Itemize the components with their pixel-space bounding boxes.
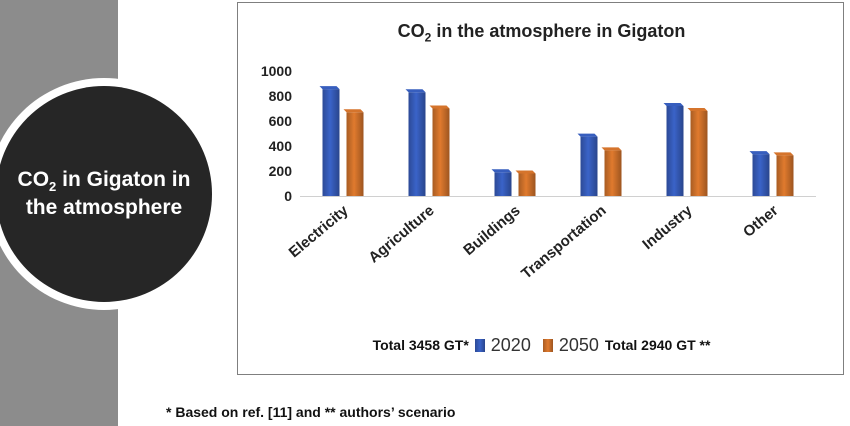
chart-title-sub: 2 — [424, 30, 432, 45]
chart-title-main: CO — [397, 21, 425, 41]
badge-sub: 2 — [49, 179, 57, 195]
bar-2050-industry — [690, 111, 708, 196]
bar-top-2020-agriculture — [405, 89, 426, 93]
y-tick-label: 600 — [269, 113, 293, 129]
bar-top-2050-industry — [687, 108, 708, 111]
legend-swatch-2050 — [542, 338, 553, 352]
x-tick-label: Other — [740, 202, 782, 241]
x-tick-label: Buildings — [460, 202, 523, 259]
badge-rest: in Gigaton in the atmosphere — [25, 168, 191, 219]
title-badge: CO2 in Gigaton in the atmosphere — [0, 86, 212, 302]
bar-top-2020-electricity — [319, 86, 340, 90]
bar-2050-agriculture — [432, 108, 450, 196]
bar-top-2050-electricity — [343, 109, 364, 113]
bar-top-2050-agriculture — [429, 105, 450, 109]
x-tick-label: Agriculture — [365, 202, 437, 266]
legend-label-2020: 2020 — [490, 334, 531, 355]
bar-2050-buildings — [518, 173, 536, 196]
chart-frame: CO2 in the atmosphere in Gigaton 0 200 400… — [237, 2, 844, 375]
bar-top-2020-industry — [663, 103, 684, 106]
legend-item-2020: 2020 — [474, 334, 531, 356]
y-tick-label: 1000 — [261, 63, 292, 79]
bar-2050-transportation — [604, 150, 622, 196]
footnote: * Based on ref. [11] and ** authors’ sce… — [166, 404, 456, 420]
badge-main: CO — [17, 168, 50, 191]
y-tick-label: 200 — [269, 163, 293, 179]
chart-title: CO2 in the atmosphere in Gigaton — [238, 21, 845, 45]
bar-top-2050-transportation — [601, 147, 622, 151]
legend-label-2050: 2050 — [558, 334, 599, 355]
bar-chart: 0 200 400 600 800 1000 Electricity Agriculture B… — [261, 63, 816, 283]
bar-2050-electricity — [346, 112, 364, 196]
chart-title-rest: in the atmosphere in Gigaton — [431, 21, 686, 41]
bar-top-2020-other — [749, 151, 770, 155]
bar-2020-agriculture — [408, 92, 426, 196]
legend-right-note: Total 2940 GT ** — [604, 337, 711, 353]
bar-2020-industry — [666, 106, 684, 196]
bar-top-2020-transportation — [577, 133, 598, 137]
legend-item-2050: 2050 — [542, 334, 599, 356]
legend-left-note: Total 3458 GT* — [372, 337, 469, 353]
legend-swatch-2020 — [474, 338, 485, 352]
bar-top-2050-other — [773, 152, 794, 156]
legend: Total 3458 GT* 2020 2050 Total 2940 GT *… — [238, 333, 845, 357]
bar-2020-electricity — [322, 89, 340, 196]
badge-text: CO2 in Gigaton in the atmosphere — [14, 166, 194, 222]
y-tick-label: 400 — [269, 138, 293, 154]
bar-2020-buildings — [494, 172, 512, 196]
bar-2020-other — [752, 154, 770, 196]
x-tick-label: Electricity — [286, 202, 352, 262]
y-tick-label: 800 — [269, 88, 293, 104]
x-tick-label: Transportation — [518, 202, 609, 283]
x-tick-label: Industry — [639, 202, 696, 253]
y-tick-label: 0 — [284, 188, 292, 204]
bar-top-2050-buildings — [515, 170, 536, 174]
bar-2050-other — [776, 155, 794, 196]
bar-2020-transportation — [580, 136, 598, 196]
bar-top-2020-buildings — [491, 169, 512, 173]
